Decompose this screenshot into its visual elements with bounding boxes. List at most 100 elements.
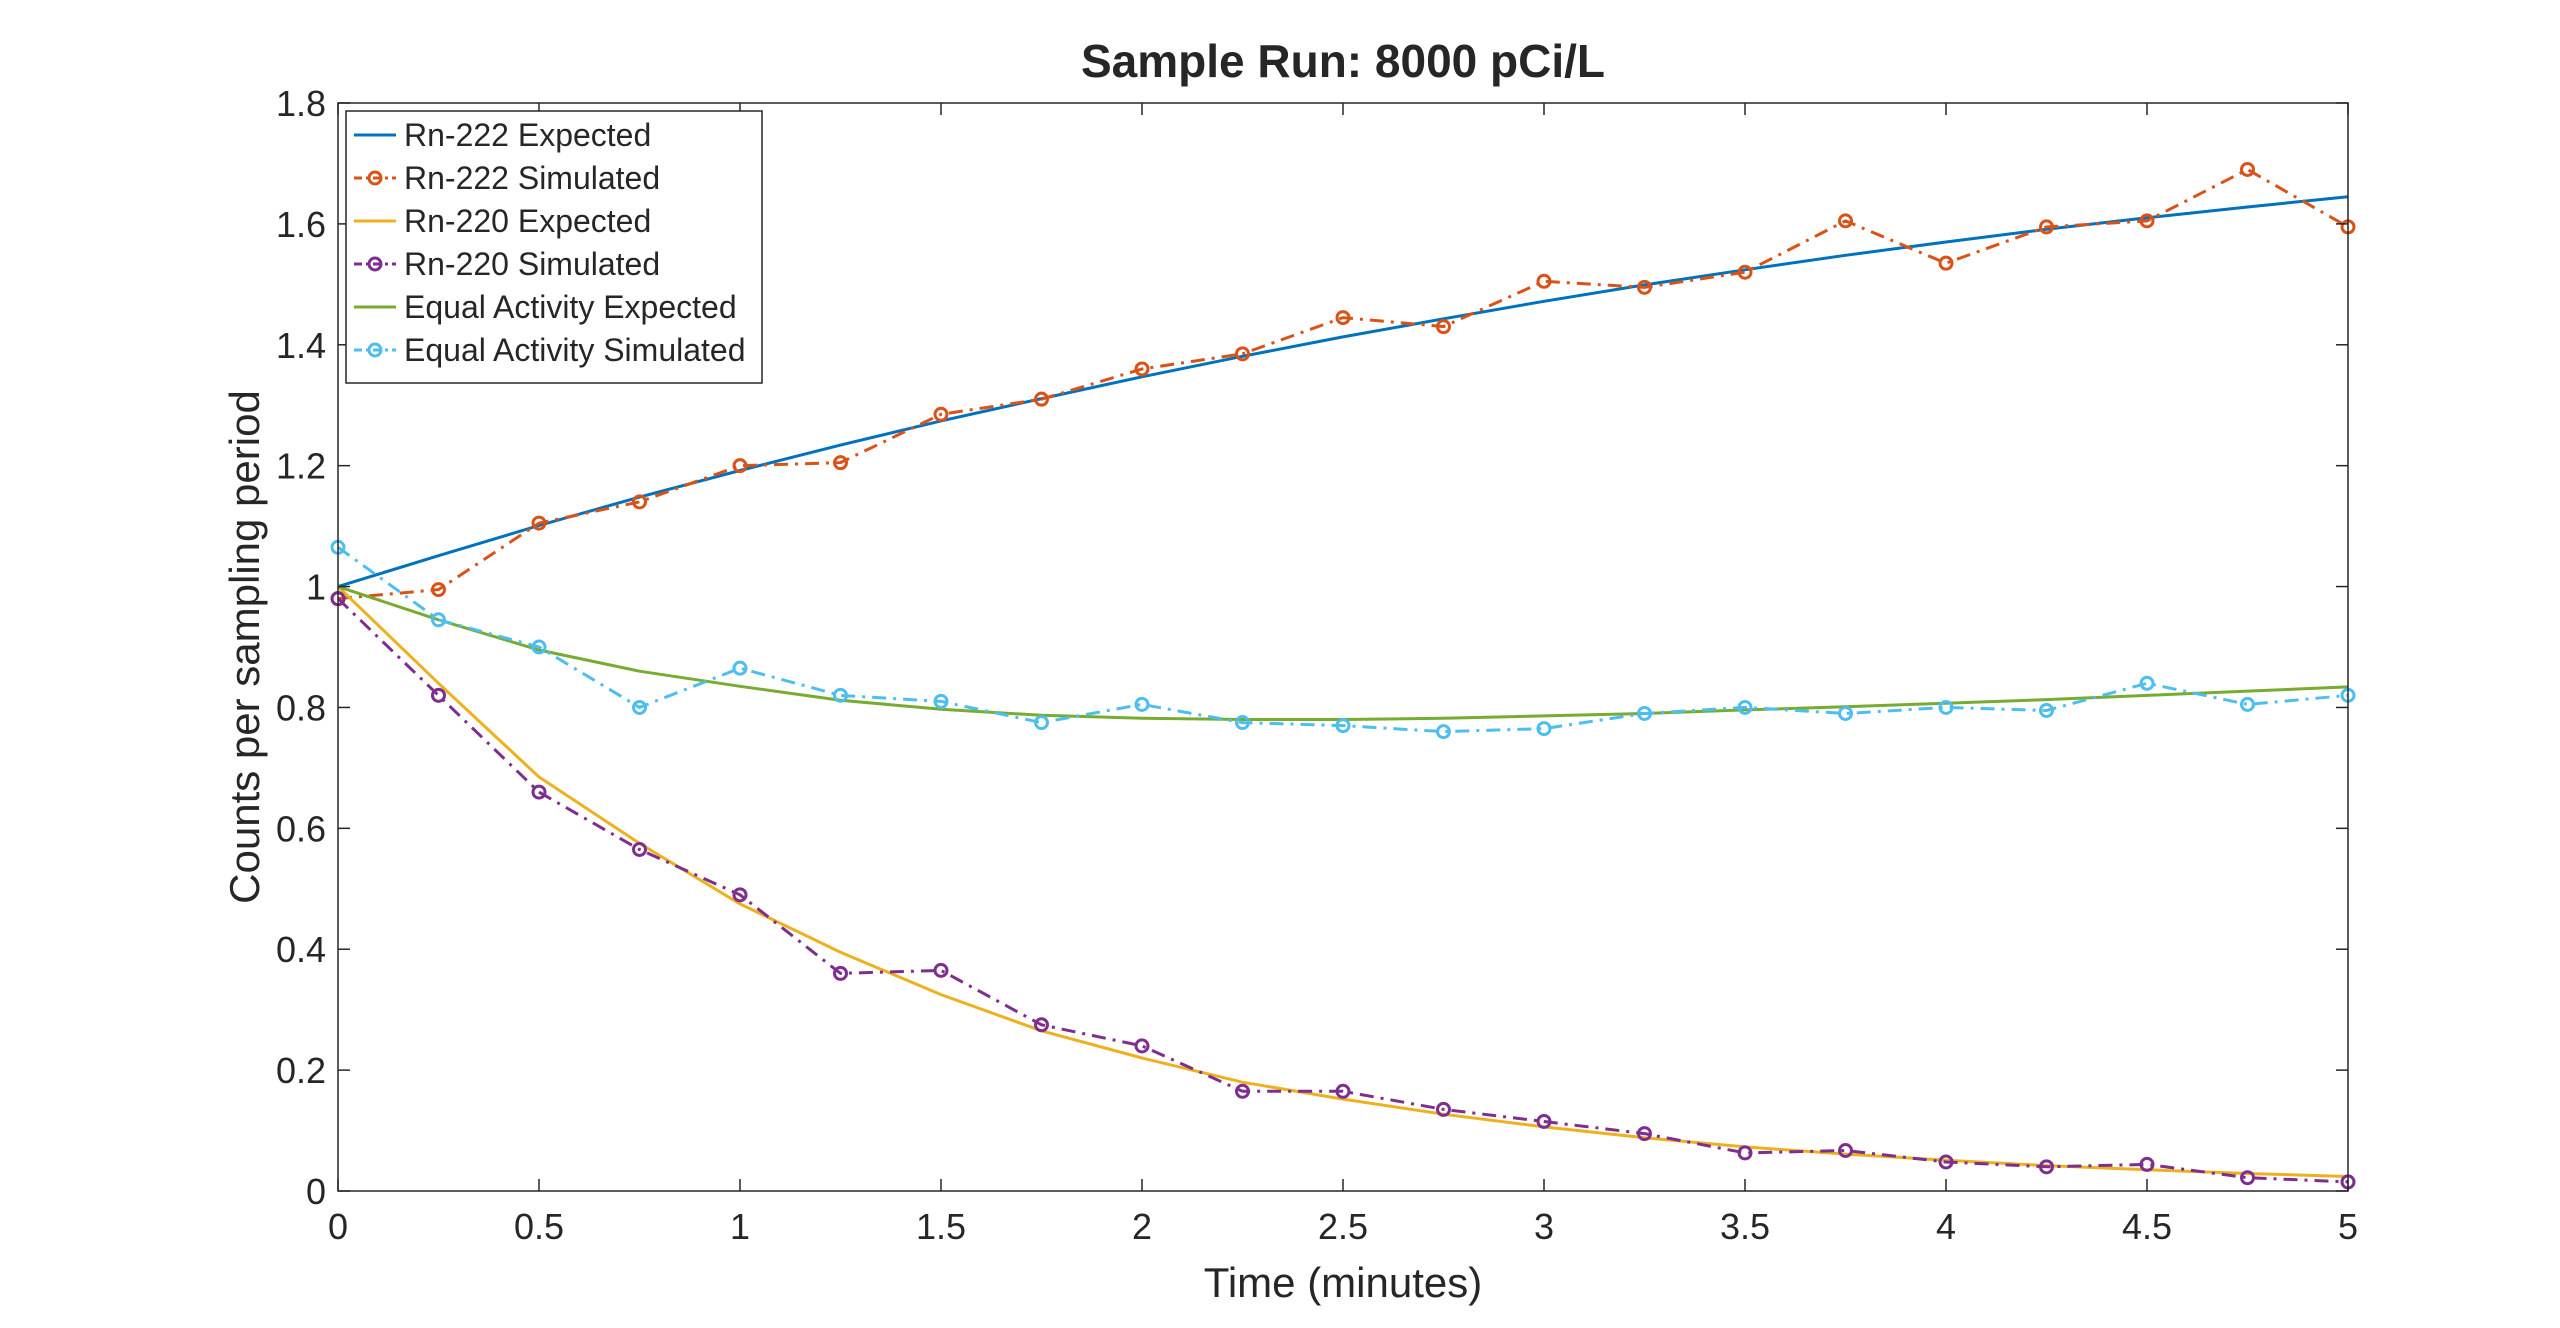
x-tick-label: 3 — [1534, 1206, 1554, 1247]
legend: Rn-222 Expected Rn-222 Simulated Rn-220 Ex… — [345, 110, 763, 384]
data-point — [1536, 721, 1552, 737]
series-line — [337, 546, 2349, 734]
data-point — [2139, 675, 2155, 691]
series-0 — [337, 195, 2349, 589]
axes-layer: 0 0.5 1 1.5 2 2.5 3 3.5 4 4.5 5 0 0.2 0.4 0.6 0.8 1 1.2 1.… — [276, 83, 2358, 1247]
data-point — [1536, 1113, 1552, 1129]
data-point — [732, 458, 748, 474]
data-point — [1335, 310, 1351, 326]
data-point — [1235, 715, 1250, 731]
data-point — [1134, 1038, 1150, 1054]
data-point — [1436, 1101, 1451, 1117]
y-tick-label: 1.2 — [276, 446, 326, 487]
series-line — [336, 597, 2349, 1184]
x-tick-label: 5 — [2338, 1206, 2358, 1247]
data-point — [1737, 1145, 1753, 1161]
data-point — [531, 784, 547, 800]
y-tick-label: 0.4 — [276, 929, 326, 970]
data-point — [632, 699, 647, 715]
y-tick-label: 1.4 — [276, 325, 326, 366]
y-tick-label: 0.2 — [276, 1050, 326, 1091]
data-point — [632, 841, 647, 857]
data-point — [1335, 718, 1351, 734]
data-point — [1737, 699, 1753, 715]
x-axis-label: Time (minutes) — [1204, 1259, 1482, 1306]
legend-label: Rn-222 Simulated — [404, 160, 660, 196]
data-point — [1034, 1017, 1049, 1033]
y-tick-label: 1.6 — [276, 204, 326, 245]
legend-label: Rn-220 Simulated — [404, 246, 660, 282]
legend-marker — [367, 342, 383, 358]
data-point — [1436, 319, 1451, 335]
data-point — [2039, 1159, 2054, 1175]
legend-label: Rn-222 Expected — [404, 117, 651, 153]
data-point — [2240, 696, 2255, 712]
legend-item: Rn-220 Simulated — [354, 246, 660, 282]
data-point — [1637, 1126, 1652, 1142]
data-point — [833, 965, 848, 981]
data-point — [1134, 696, 1150, 712]
x-tick-label: 4.5 — [2122, 1206, 2172, 1247]
data-point — [732, 660, 748, 676]
data-point — [2139, 1156, 2155, 1172]
data-point — [2240, 161, 2255, 177]
legend-label: Rn-220 Expected — [404, 203, 651, 239]
data-point — [1838, 705, 1853, 721]
data-point — [1838, 1143, 1853, 1159]
data-point — [833, 455, 848, 471]
y-tick-label: 1 — [306, 567, 326, 608]
legend-item: Rn-222 Expected — [354, 117, 651, 153]
y-tick-label: 1.8 — [276, 83, 326, 124]
x-tick-label: 3.5 — [1720, 1206, 1770, 1247]
y-tick-label: 0 — [306, 1171, 326, 1212]
data-point — [933, 962, 949, 978]
data-point — [1235, 346, 1250, 362]
data-point — [1938, 1154, 1954, 1170]
y-tick-label: 0.6 — [276, 808, 326, 849]
legend-label: Equal Activity Expected — [404, 289, 737, 325]
legend-marker — [367, 170, 383, 186]
data-point — [632, 494, 647, 510]
y-tick-label: 0.8 — [276, 687, 326, 728]
data-point — [531, 515, 547, 531]
data-point — [1034, 391, 1049, 407]
data-point — [1436, 724, 1451, 740]
data-point — [1335, 1083, 1351, 1099]
data-point — [1536, 273, 1552, 289]
series-1 — [330, 161, 2356, 607]
data-point — [1235, 1083, 1250, 1099]
legend-box — [345, 110, 763, 384]
x-tick-label: 2 — [1132, 1206, 1152, 1247]
data-point — [1938, 699, 1954, 715]
legend-item: Rn-220 Expected — [354, 203, 651, 239]
data-point — [833, 687, 848, 703]
chart-title: Sample Run: 8000 pCi/L — [1081, 35, 1605, 87]
legend-marker — [367, 256, 383, 272]
x-tick-label: 2.5 — [1318, 1206, 1368, 1247]
series-line — [337, 167, 2349, 601]
x-tick-label: 1 — [730, 1206, 750, 1247]
data-point — [933, 693, 949, 709]
data-point — [1838, 213, 1853, 229]
series-layer — [330, 161, 2356, 1190]
series-line — [337, 195, 2349, 589]
data-point — [531, 639, 547, 655]
data-point — [933, 406, 949, 422]
legend-item: Equal Activity Simulated — [354, 332, 746, 368]
data-point — [431, 582, 446, 598]
data-point — [2039, 219, 2054, 235]
data-point — [1637, 279, 1652, 295]
data-point — [431, 687, 446, 703]
data-point — [732, 887, 748, 903]
data-point — [1938, 255, 1954, 271]
legend-item: Equal Activity Expected — [354, 289, 737, 325]
x-tick-label: 0.5 — [514, 1206, 564, 1247]
data-point — [2240, 1170, 2255, 1186]
x-tick-label: 0 — [328, 1206, 348, 1247]
x-tick-label: 1.5 — [916, 1206, 966, 1247]
legend-label: Equal Activity Simulated — [404, 332, 746, 368]
data-point — [431, 612, 446, 628]
data-point — [2039, 702, 2054, 718]
y-axis-label: Counts per sampling period — [221, 390, 268, 904]
